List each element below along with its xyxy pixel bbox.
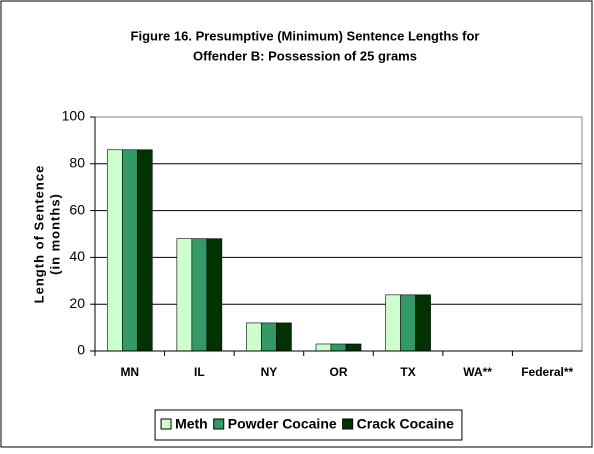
legend-label: Powder Cocaine (228, 416, 337, 432)
plot-area (95, 117, 582, 351)
y-tick-label: 100 (62, 108, 86, 124)
chart: Figure 16. Presumptive (Minimum) Sentenc… (0, 0, 594, 449)
bar (122, 150, 137, 351)
y-axis-title-line: Length of Sentence (31, 165, 46, 304)
chart-title: Offender B: Possession of 25 grams (193, 48, 417, 63)
legend-swatch (214, 419, 224, 429)
bar (107, 150, 122, 351)
legend-swatch (343, 419, 353, 429)
y-tick-label: 20 (69, 295, 85, 311)
bar (261, 323, 276, 351)
y-tick-label: 40 (69, 248, 85, 264)
legend-item: Powder Cocaine (214, 416, 337, 432)
x-tick-label: TX (400, 365, 415, 379)
x-tick-label: Federal** (521, 365, 573, 379)
x-tick-label: IL (194, 365, 205, 379)
bar (137, 150, 152, 351)
x-tick-label: MN (120, 365, 139, 379)
legend-label: Crack Cocaine (357, 416, 454, 432)
legend-item: Crack Cocaine (343, 416, 454, 432)
bar (346, 344, 361, 351)
bar (331, 344, 346, 351)
chart-title: Figure 16. Presumptive (Minimum) Sentenc… (131, 28, 480, 43)
legend-label: Meth (175, 416, 208, 432)
bar (401, 295, 416, 351)
y-tick-label: 60 (69, 201, 85, 217)
y-tick-label: 0 (77, 342, 85, 358)
bar (207, 239, 222, 351)
bar (192, 239, 207, 351)
bar (177, 239, 192, 351)
x-tick-label: NY (261, 365, 278, 379)
bar (316, 344, 331, 351)
bar (276, 323, 291, 351)
x-tick-label: OR (330, 365, 348, 379)
legend: Meth Powder Cocaine Crack Cocaine (155, 410, 462, 440)
y-axis-title-line: (in months) (47, 193, 62, 275)
y-tick-label: 80 (69, 155, 85, 171)
x-tick-label: WA** (463, 365, 492, 379)
bar (386, 295, 401, 351)
bar (246, 323, 261, 351)
legend-swatch (161, 419, 171, 429)
bar (416, 295, 431, 351)
